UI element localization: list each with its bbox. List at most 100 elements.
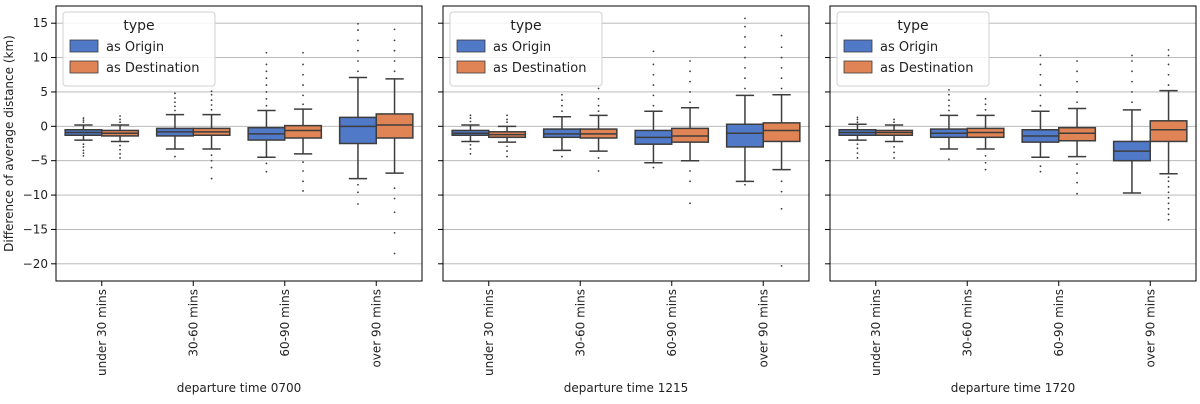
legend-swatch [456, 60, 486, 74]
box-origin-1 [838, 116, 877, 159]
y-axis-label: Difference of average distance (km) [2, 35, 16, 252]
legend-title: type [510, 18, 541, 34]
flier-point [393, 70, 396, 73]
flier-point [780, 34, 783, 37]
box-origin-2 [155, 92, 194, 158]
x-tick-label: over 90 mins [1143, 289, 1157, 368]
legend-frame [62, 11, 216, 87]
flier-point [856, 147, 859, 150]
flier-point [780, 66, 783, 69]
flier-point [265, 91, 268, 93]
legend-label: as Origin [880, 40, 938, 55]
x-tick-label: 60-90 mins [278, 289, 292, 357]
legend-swatch [843, 39, 873, 53]
flier-point [1167, 73, 1170, 76]
flier-point [597, 97, 600, 100]
flier-point [1167, 196, 1170, 199]
flier-point [174, 92, 176, 95]
flier-point [597, 157, 600, 159]
flier-point [265, 97, 268, 100]
legend-frame [836, 11, 990, 87]
box-body [338, 116, 377, 145]
flier-point [856, 143, 859, 146]
legend-swatch [69, 39, 99, 53]
flier-point [174, 97, 176, 100]
flier-point [210, 90, 213, 93]
box-body [284, 124, 323, 139]
flier-point [689, 70, 691, 73]
flier-point [357, 49, 359, 52]
flier-point [393, 231, 396, 234]
flier-point [652, 104, 655, 107]
flier-point [357, 183, 359, 186]
x-axis-label: departure time 0700 [177, 381, 302, 395]
box-body [1149, 120, 1188, 143]
flier-point [82, 121, 85, 124]
legend-swatch [843, 60, 873, 74]
flier-point [744, 46, 746, 49]
flier-point [469, 148, 472, 150]
box-destination-3 [671, 60, 710, 205]
flier-point [893, 146, 895, 148]
flier-point [1039, 54, 1042, 57]
flier-point [744, 17, 746, 20]
flier-point [652, 50, 655, 53]
legend: type as Origin as Destination [449, 11, 603, 87]
x-tick-label: 60-90 mins [665, 289, 679, 357]
flier-point [265, 77, 268, 80]
flier-point [744, 183, 746, 186]
flier-point [1076, 181, 1078, 184]
flier-point [948, 109, 950, 112]
flier-point [119, 118, 121, 121]
box-origin-3 [1021, 54, 1060, 173]
flier-point [744, 77, 746, 80]
flier-point [780, 180, 783, 183]
flier-point [357, 60, 359, 62]
flier-point [357, 39, 359, 42]
y-tick-label: −10 [23, 188, 48, 202]
flier-point [393, 252, 396, 255]
box-origin-2 [929, 88, 969, 161]
y-tick-label: −20 [23, 257, 48, 271]
flier-point [689, 170, 691, 172]
flier-point [780, 190, 783, 193]
flier-point [856, 121, 859, 124]
flier-point [744, 25, 746, 28]
flier-point [652, 63, 655, 66]
flier-point [1039, 94, 1042, 97]
flier-point [210, 108, 213, 111]
flier-point [469, 114, 472, 117]
flier-point [893, 118, 895, 121]
flier-point [652, 166, 655, 169]
box-body [725, 123, 765, 148]
flier-point [948, 104, 950, 107]
flier-point [119, 115, 121, 117]
box-destination-1 [875, 118, 914, 159]
flier-point [265, 51, 268, 54]
flier-point [780, 56, 783, 59]
y-tick-label: 10 [33, 51, 48, 65]
panel-frame [55, 5, 423, 282]
flier-point [469, 120, 472, 123]
flier-point [357, 191, 359, 194]
flier-point [357, 22, 359, 25]
panel-1: −20 −15 −10 −5 0 5 10 15 under 30 mins 30-60 mins… [23, 5, 423, 395]
legend-label: as Destination [106, 61, 199, 76]
panel-frame [829, 5, 1197, 282]
flier-point [265, 70, 268, 73]
box-destination-1 [488, 114, 527, 158]
flier-point [1039, 63, 1042, 66]
flier-point [689, 101, 691, 104]
flier-point [948, 99, 950, 102]
flier-point [82, 117, 85, 119]
box-body [1058, 126, 1097, 142]
flier-point [393, 60, 396, 62]
flier-point [744, 87, 746, 90]
flier-point [506, 155, 508, 158]
flier-point [210, 104, 213, 106]
flier-point [210, 159, 213, 162]
flier-point [1167, 54, 1170, 57]
box-destination-4 [375, 28, 414, 255]
flier-point [506, 121, 508, 124]
